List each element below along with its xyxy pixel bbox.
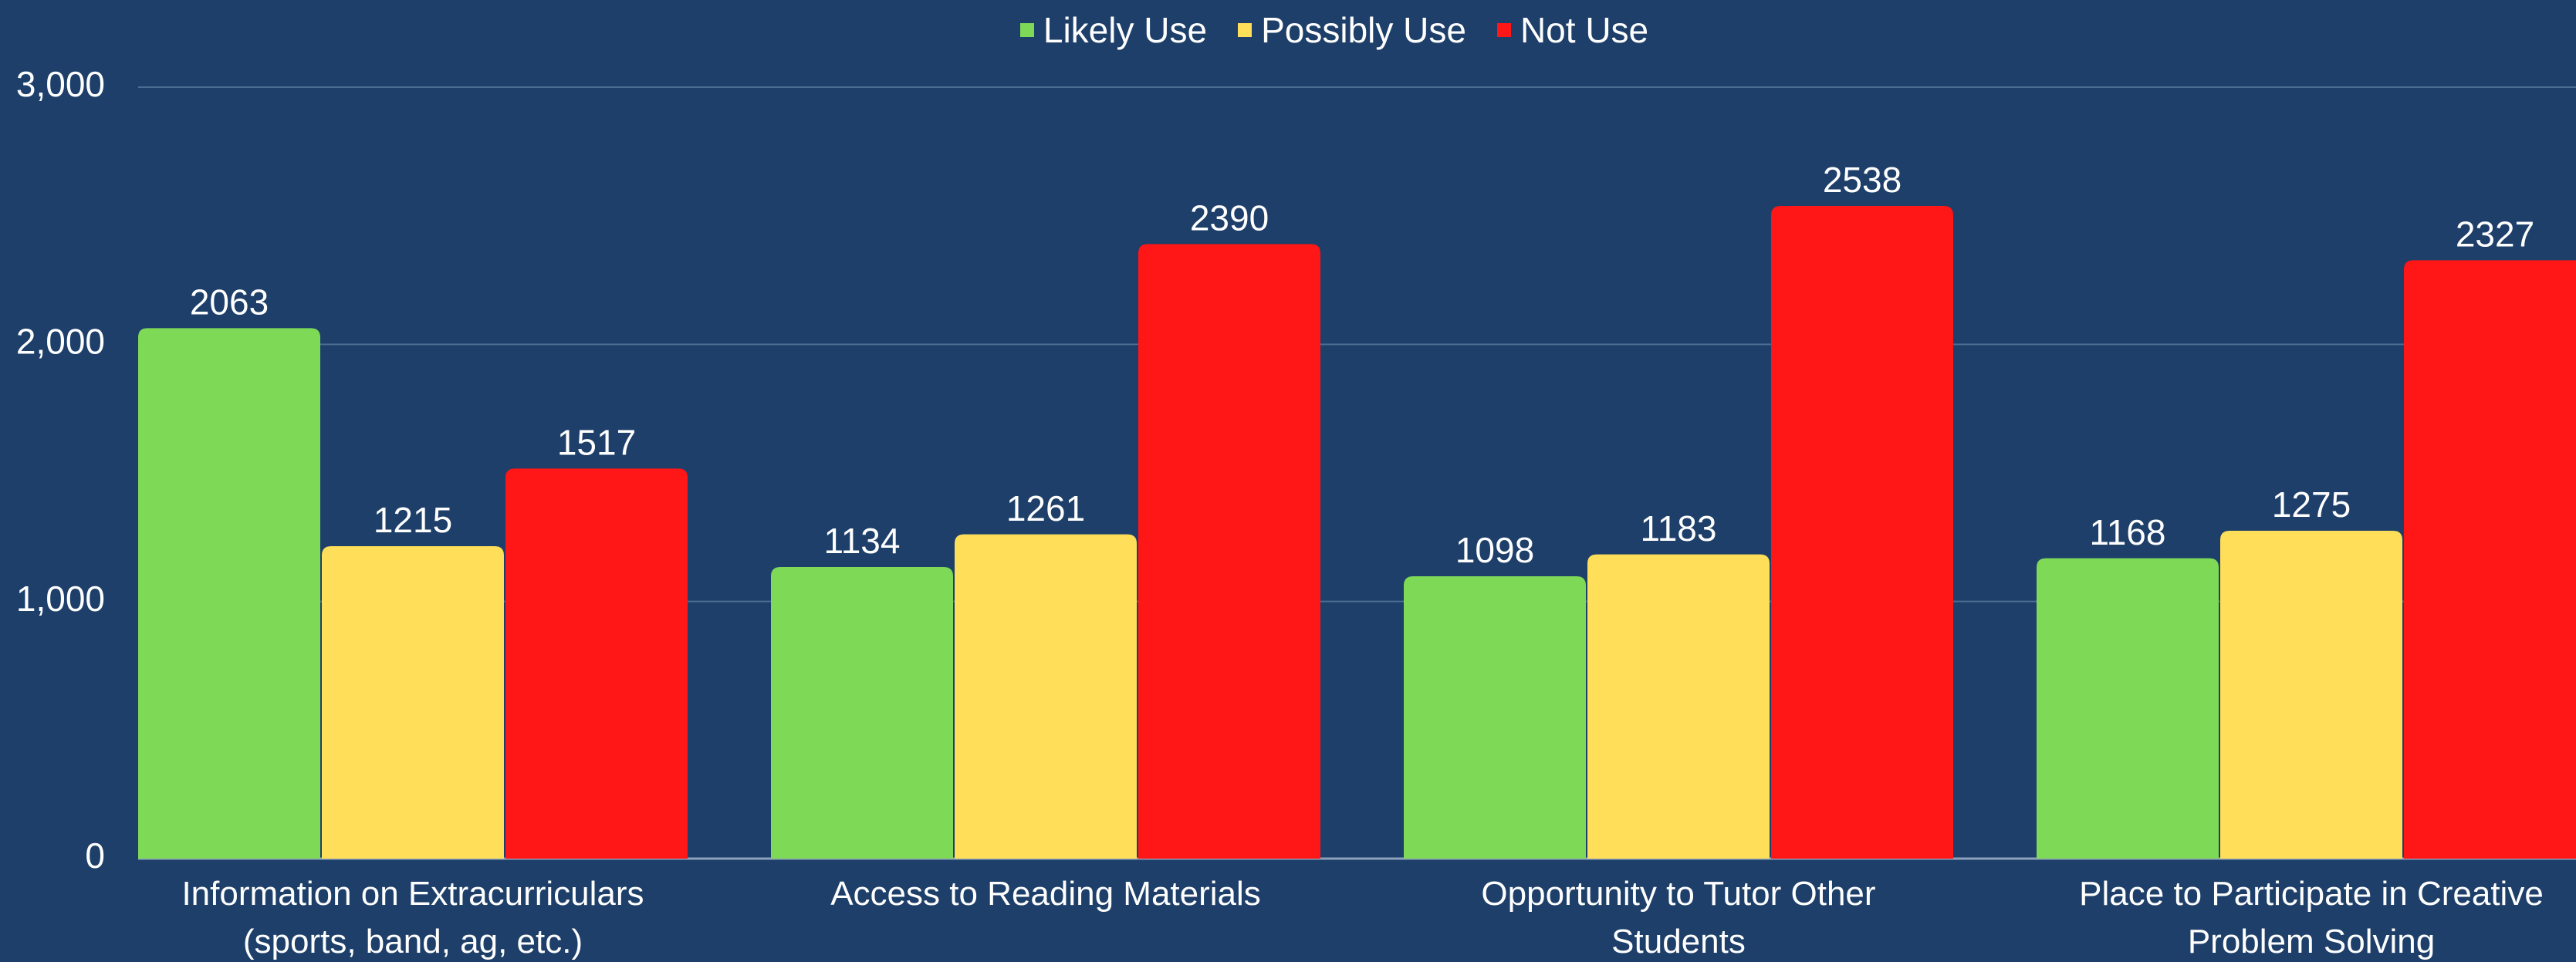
legend-item: Likely Use: [1019, 9, 1208, 51]
legend-label: Likely Use: [1043, 10, 1208, 50]
data-label: 1168: [2090, 512, 2166, 552]
y-tick-label: 2,000: [16, 321, 105, 361]
legend-swatch: [1019, 23, 1034, 37]
legend-item: Not Use: [1496, 9, 1649, 51]
bar: [955, 534, 1137, 859]
bar: [1138, 244, 1320, 859]
y-tick-label: 1,000: [16, 579, 105, 619]
data-label: 1098: [1455, 530, 1534, 570]
legend-label: Possibly Use: [1261, 10, 1466, 50]
bar: [2404, 260, 2576, 859]
bar: [771, 567, 953, 859]
data-label: 1134: [824, 521, 901, 561]
x-tick-label: Access to Reading Materials: [830, 875, 1261, 913]
legend: Likely Use Possibly Use Not Use: [0, 9, 2576, 51]
legend-swatch: [1238, 23, 1253, 37]
bar: [322, 546, 504, 859]
x-tick-label: Information on Extracurriculars (sports,…: [181, 875, 644, 960]
data-label: 1275: [2272, 484, 2351, 525]
legend-swatch: [1496, 23, 1511, 37]
data-label: 1215: [374, 500, 452, 540]
legend-label: Not Use: [1520, 10, 1649, 50]
data-label: 2390: [1190, 197, 1269, 238]
data-label: 1517: [557, 422, 636, 462]
bar: [505, 468, 688, 859]
y-tick-label: 0: [85, 835, 105, 876]
data-label: 2538: [1823, 160, 1902, 200]
bar: [2037, 558, 2219, 859]
bar: [1404, 576, 1586, 859]
bar: [138, 328, 320, 859]
data-label: 2063: [190, 282, 269, 322]
bar: [1771, 206, 1953, 859]
data-label: 2327: [2456, 214, 2534, 254]
legend-item: Possibly Use: [1238, 9, 1466, 51]
y-tick-label: 3,000: [16, 64, 105, 104]
x-tick-label: Opportunity to Tutor Other Students: [1481, 875, 1876, 960]
bar: [1587, 554, 1770, 859]
data-label: 1183: [1641, 508, 1717, 549]
bar: [2220, 531, 2402, 859]
x-tick-label: Place to Participate in Creative Problem…: [2079, 875, 2544, 960]
data-label: 1261: [1006, 488, 1085, 528]
